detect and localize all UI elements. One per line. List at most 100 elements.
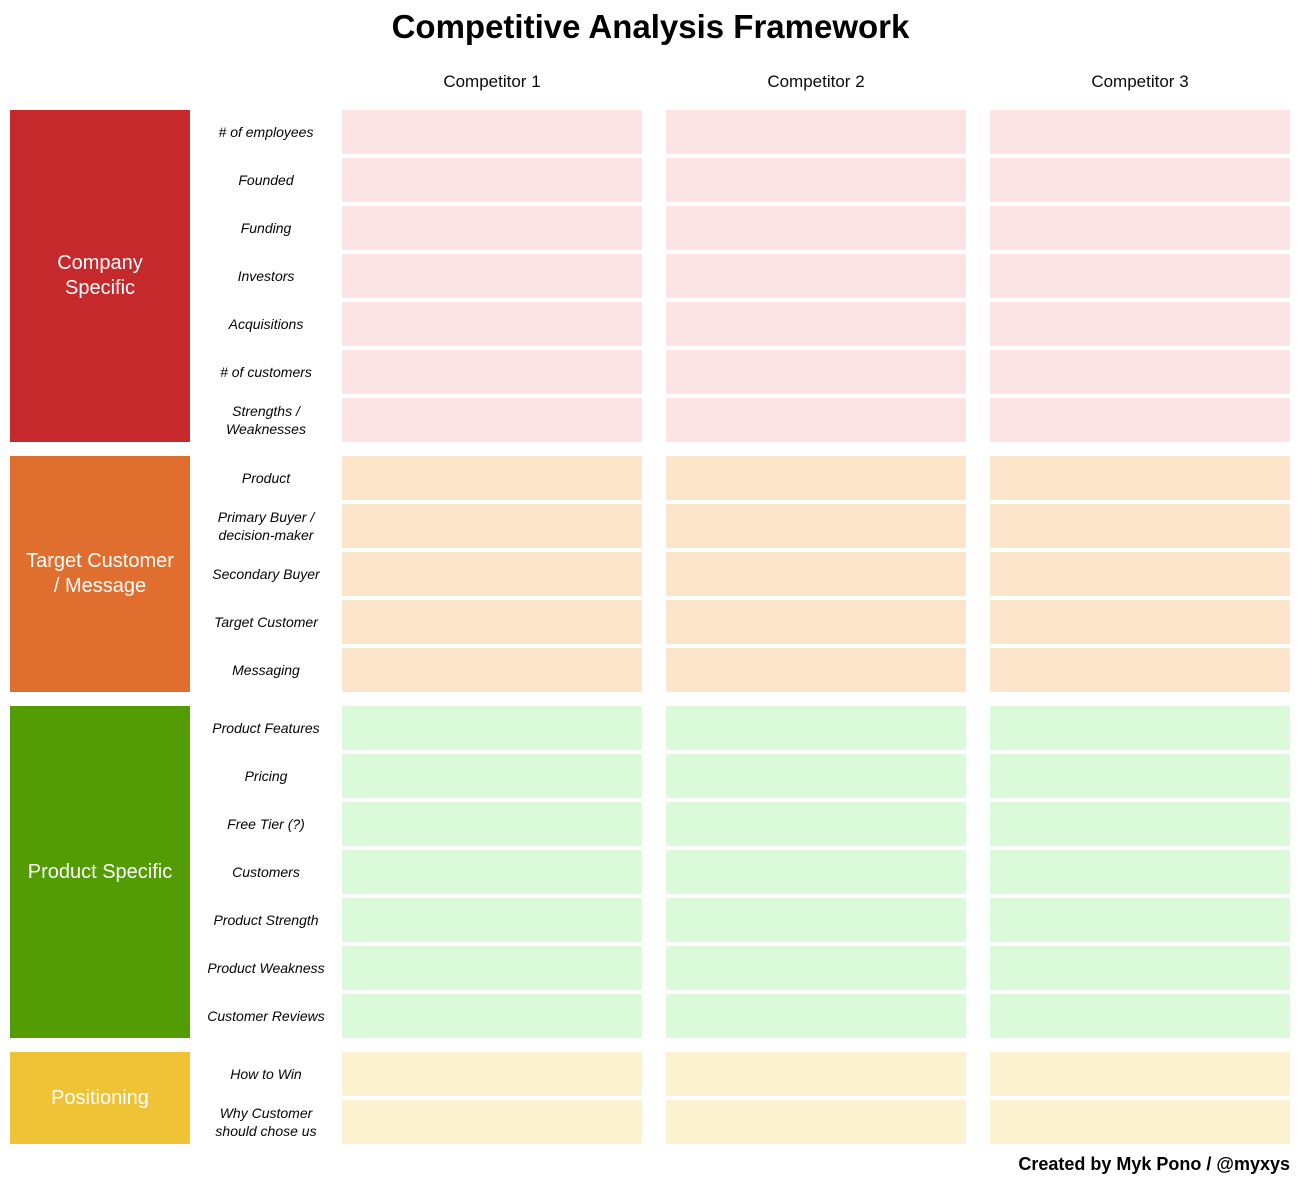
- row-label-investors: Investors: [237, 267, 295, 284]
- cell-of-customers-competitor-2: [666, 350, 966, 394]
- row-label-strengths-weaknesses: Strengths / Weaknesses: [226, 402, 306, 437]
- cell-product-strength-competitor-1: [342, 898, 642, 942]
- cell-pricing-competitor-2: [666, 754, 966, 798]
- cell-target-customer-competitor-2: [666, 600, 966, 644]
- cell-pricing-competitor-1: [342, 754, 642, 798]
- row-label-why-customer-should-chose-us: Why Customer should chose us: [215, 1104, 317, 1139]
- row-label-primary-buyer-decision-maker: Primary Buyer / decision-maker: [217, 508, 315, 543]
- section-product-specific: Product Specific Product Features Pricing F…: [10, 706, 1290, 1038]
- cell-customers-competitor-3: [990, 850, 1290, 894]
- competitor-1-header: Competitor 1: [443, 72, 541, 91]
- cell-acquisitions-competitor-2: [666, 302, 966, 346]
- cell-free-tier-competitor-2: [666, 802, 966, 846]
- row-label-of-customers: # of customers: [220, 363, 312, 380]
- row-label-how-to-win: How to Win: [230, 1065, 302, 1082]
- cell-free-tier-competitor-1: [342, 802, 642, 846]
- cell-acquisitions-competitor-1: [342, 302, 642, 346]
- row-label-product-weakness: Product Weakness: [207, 959, 325, 976]
- section-block-positioning: Positioning: [10, 1052, 190, 1144]
- cell-product-features-competitor-3: [990, 706, 1290, 750]
- cell-how-to-win-competitor-1: [342, 1052, 642, 1096]
- framework-sections: Company Specific # of employees Founded Fun…: [0, 110, 1301, 1144]
- row-label-customer-reviews: Customer Reviews: [207, 1007, 325, 1024]
- cell-primary-buyer-decision-maker-competitor-3: [990, 504, 1290, 548]
- cell-customers-competitor-1: [342, 850, 642, 894]
- cell-product-weakness-competitor-2: [666, 946, 966, 990]
- cell-customer-reviews-competitor-2: [666, 994, 966, 1038]
- cell-of-customers-competitor-1: [342, 350, 642, 394]
- section-company-specific: Company Specific # of employees Founded Fun…: [10, 110, 1290, 442]
- cell-messaging-competitor-3: [990, 648, 1290, 692]
- competitive-analysis-framework-page: { "title": "Competitive Analysis Framewo…: [0, 8, 1301, 1196]
- cell-product-competitor-1: [342, 456, 642, 500]
- cell-product-weakness-competitor-3: [990, 946, 1290, 990]
- cell-product-strength-competitor-2: [666, 898, 966, 942]
- cell-strengths-weaknesses-competitor-1: [342, 398, 642, 442]
- cell-acquisitions-competitor-3: [990, 302, 1290, 346]
- row-label-pricing: Pricing: [244, 767, 288, 784]
- section-target-customer-message: Target Customer / Message Product Primary …: [10, 456, 1290, 692]
- row-label-product-strength: Product Strength: [213, 911, 319, 928]
- cell-investors-competitor-3: [990, 254, 1290, 298]
- competitor-header-row: Competitor 1 Competitor 2 Competitor 3: [10, 70, 1290, 94]
- cell-founded-competitor-2: [666, 158, 966, 202]
- cell-product-features-competitor-1: [342, 706, 642, 750]
- row-label-messaging: Messaging: [232, 661, 300, 678]
- page-title: Competitive Analysis Framework: [391, 8, 910, 45]
- section-positioning: Positioning How to Win Why Customer should…: [10, 1052, 1290, 1144]
- cell-target-customer-competitor-1: [342, 600, 642, 644]
- row-label-secondary-buyer: Secondary Buyer: [212, 565, 320, 582]
- cell-founded-competitor-1: [342, 158, 642, 202]
- section-block-target-customer-message: Target Customer / Message: [10, 456, 190, 692]
- row-label-customers: Customers: [232, 863, 300, 880]
- cell-how-to-win-competitor-3: [990, 1052, 1290, 1096]
- credit-text: Created by Myk Pono / @myxys: [1018, 1154, 1290, 1174]
- cell-of-customers-competitor-3: [990, 350, 1290, 394]
- cell-product-competitor-2: [666, 456, 966, 500]
- cell-funding-competitor-1: [342, 206, 642, 250]
- cell-messaging-competitor-1: [342, 648, 642, 692]
- cell-primary-buyer-decision-maker-competitor-2: [666, 504, 966, 548]
- cell-strengths-weaknesses-competitor-2: [666, 398, 966, 442]
- cell-how-to-win-competitor-2: [666, 1052, 966, 1096]
- cell-of-employees-competitor-3: [990, 110, 1290, 154]
- section-block-product-specific: Product Specific: [10, 706, 190, 1038]
- row-label-acquisitions: Acquisitions: [228, 315, 304, 332]
- competitor-2-header: Competitor 2: [767, 72, 865, 91]
- cell-pricing-competitor-3: [990, 754, 1290, 798]
- cell-why-customer-should-chose-us-competitor-2: [666, 1100, 966, 1144]
- cell-secondary-buyer-competitor-1: [342, 552, 642, 596]
- row-label-product: Product: [241, 469, 291, 486]
- row-label-target-customer: Target Customer: [214, 613, 318, 630]
- cell-secondary-buyer-competitor-2: [666, 552, 966, 596]
- cell-target-customer-competitor-3: [990, 600, 1290, 644]
- row-label-of-employees: # of employees: [218, 123, 314, 140]
- cell-investors-competitor-1: [342, 254, 642, 298]
- cell-why-customer-should-chose-us-competitor-3: [990, 1100, 1290, 1144]
- cell-customers-competitor-2: [666, 850, 966, 894]
- cell-secondary-buyer-competitor-3: [990, 552, 1290, 596]
- row-label-free-tier: Free Tier (?): [227, 815, 305, 832]
- cell-product-strength-competitor-3: [990, 898, 1290, 942]
- cell-why-customer-should-chose-us-competitor-1: [342, 1100, 642, 1144]
- row-label-founded: Founded: [238, 171, 294, 188]
- cell-primary-buyer-decision-maker-competitor-1: [342, 504, 642, 548]
- cell-strengths-weaknesses-competitor-3: [990, 398, 1290, 442]
- cell-investors-competitor-2: [666, 254, 966, 298]
- cell-founded-competitor-3: [990, 158, 1290, 202]
- cell-funding-competitor-3: [990, 206, 1290, 250]
- competitor-3-header: Competitor 3: [1091, 72, 1189, 91]
- cell-of-employees-competitor-1: [342, 110, 642, 154]
- cell-product-features-competitor-2: [666, 706, 966, 750]
- cell-customer-reviews-competitor-1: [342, 994, 642, 1038]
- cell-free-tier-competitor-3: [990, 802, 1290, 846]
- row-label-product-features: Product Features: [212, 719, 320, 736]
- cell-product-competitor-3: [990, 456, 1290, 500]
- cell-funding-competitor-2: [666, 206, 966, 250]
- cell-product-weakness-competitor-1: [342, 946, 642, 990]
- cell-customer-reviews-competitor-3: [990, 994, 1290, 1038]
- section-block-company-specific: Company Specific: [10, 110, 190, 442]
- row-label-funding: Funding: [240, 219, 292, 236]
- cell-of-employees-competitor-2: [666, 110, 966, 154]
- cell-messaging-competitor-2: [666, 648, 966, 692]
